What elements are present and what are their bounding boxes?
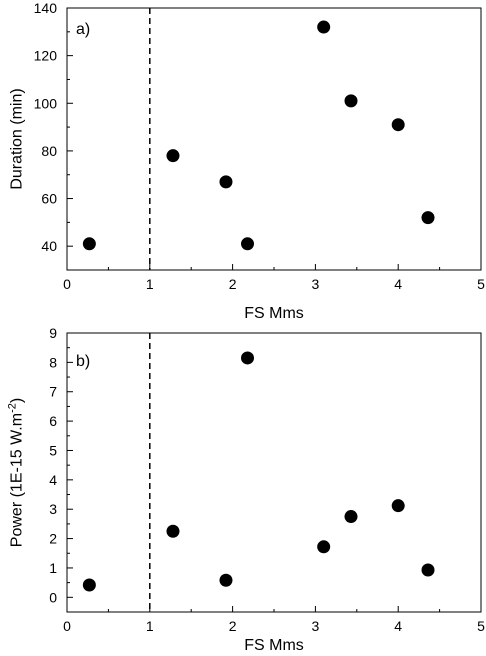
panel-1-data-point: [219, 175, 233, 189]
panel-1-plot-frame: [66, 7, 482, 271]
panel-1-data-point: [391, 118, 405, 132]
panel-2-y-axis-title-superscript: -2: [7, 403, 19, 413]
panel-1-data-point: [241, 237, 255, 251]
panel-2-data-point: [82, 578, 96, 592]
panel-1-panel-label: a): [76, 21, 90, 38]
panel-2-y-tick-label: 1: [49, 560, 57, 576]
panel-2-data-point: [391, 499, 405, 513]
panel-2-plot-frame: [66, 332, 482, 613]
panel-2-data-point: [421, 563, 435, 577]
panel-1-x-tick-label: 5: [477, 276, 485, 292]
panel-2-x-tick-label: 0: [63, 618, 71, 634]
panel-2-y-tick-label: 8: [49, 354, 57, 370]
panel-1-y-axis-title: Duration (min): [9, 88, 26, 189]
panel-2-x-tick-label: 1: [146, 618, 154, 634]
panel-1-y-tick-label: 140: [34, 0, 58, 16]
panel-2-y-tick-label: 2: [49, 531, 57, 547]
panel-1-x-axis-title: FS Mms: [244, 305, 304, 322]
panel-2-x-tick-label: 5: [477, 618, 485, 634]
panel-2-y-tick-label: 6: [49, 413, 57, 429]
panel-1-data-point: [317, 20, 331, 34]
panel-1-x-tick-label: 4: [394, 276, 402, 292]
panel-2-y-tick-label: 3: [49, 501, 57, 517]
panel-2-data-point: [219, 573, 233, 587]
panel-2-data-point: [241, 351, 255, 365]
panel-1-data-point: [166, 149, 180, 163]
panel-2-x-tick-label: 2: [229, 618, 237, 634]
panel-2-data-point: [317, 540, 331, 554]
panel-2-y-tick-label: 4: [49, 472, 57, 488]
panel-2-y-tick-label: 5: [49, 442, 57, 458]
panel-1-y-tick-label: 40: [41, 238, 57, 254]
panel-1-data-point: [82, 237, 96, 251]
panel-2-data-point: [344, 510, 358, 524]
panel-1-y-tick-label: 100: [34, 95, 58, 111]
panel-2-y-axis-title: Power (1E-15 W.m-2): [7, 398, 26, 547]
panel-1-y-tick-label: 60: [41, 191, 57, 207]
panel-2-x-tick-label: 4: [394, 618, 402, 634]
panel-2-y-tick-label: 9: [49, 325, 57, 341]
panel-1-x-tick-label: 2: [229, 276, 237, 292]
panel-2-data-point: [166, 524, 180, 538]
panel-2-x-tick-label: 3: [312, 618, 320, 634]
panel-1-data-point: [344, 94, 358, 108]
panel-1-x-tick-label: 3: [312, 276, 320, 292]
panel-2-y-axis-title-main: Power (1E-15 W.m: [9, 413, 26, 547]
panel-2-y-tick-label: 0: [49, 589, 57, 605]
panel-1-x-tick-label: 0: [63, 276, 71, 292]
panel-1-y-tick-label: 120: [34, 48, 58, 64]
panel-1-data-point: [421, 211, 435, 225]
panel-2-y-axis-title-end: ): [9, 398, 26, 403]
panel-2-y-tick-label: 7: [49, 384, 57, 400]
panel-1-y-tick-label: 80: [41, 143, 57, 159]
panel-1-x-tick-label: 1: [146, 276, 154, 292]
panel-2-panel-label: b): [76, 353, 90, 370]
panel-2-x-axis-title: FS Mms: [244, 637, 304, 654]
